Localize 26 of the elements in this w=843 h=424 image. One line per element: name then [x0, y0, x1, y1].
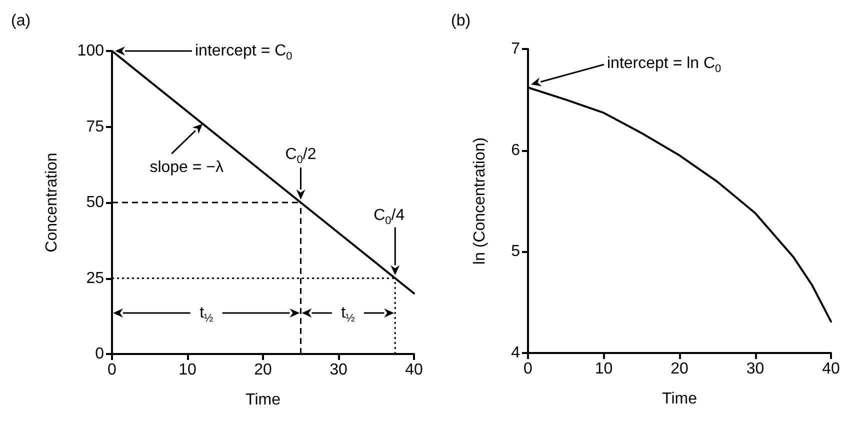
x-tick-label: 40: [822, 360, 840, 378]
y-axis-title: Concentration: [44, 152, 60, 252]
y-axis-title: ln (Concentration): [472, 137, 488, 265]
x-tick-label: 30: [330, 362, 348, 378]
x-tick-label: 10: [178, 362, 196, 378]
y-tick-label: 4: [511, 344, 520, 362]
x-tick-label: 30: [746, 360, 764, 378]
x-tick-label: 0: [524, 360, 533, 378]
x-tick-label: 20: [254, 362, 272, 378]
x-axis-title: Time: [246, 392, 281, 408]
y-tick-label: 50: [86, 194, 104, 211]
y-tick-label: 25: [86, 270, 104, 287]
chart-title: (b): [451, 12, 471, 30]
x-tick-label: 0: [108, 362, 117, 378]
y-tick-label: 100: [77, 42, 104, 60]
y-tick-label: 0: [95, 346, 104, 362]
y-tick-label: 5: [511, 243, 520, 260]
chart-title: (a): [11, 12, 31, 30]
y-tick-label: 7: [511, 40, 520, 58]
x-tick-label: 20: [670, 360, 688, 378]
x-tick-label: 10: [594, 360, 613, 378]
y-tick-label: 75: [86, 118, 104, 136]
x-tick-label: 40: [405, 362, 423, 378]
annotation: slope = −λ: [150, 159, 224, 176]
y-tick-label: 6: [511, 142, 520, 159]
x-axis-title: Time: [662, 390, 698, 408]
